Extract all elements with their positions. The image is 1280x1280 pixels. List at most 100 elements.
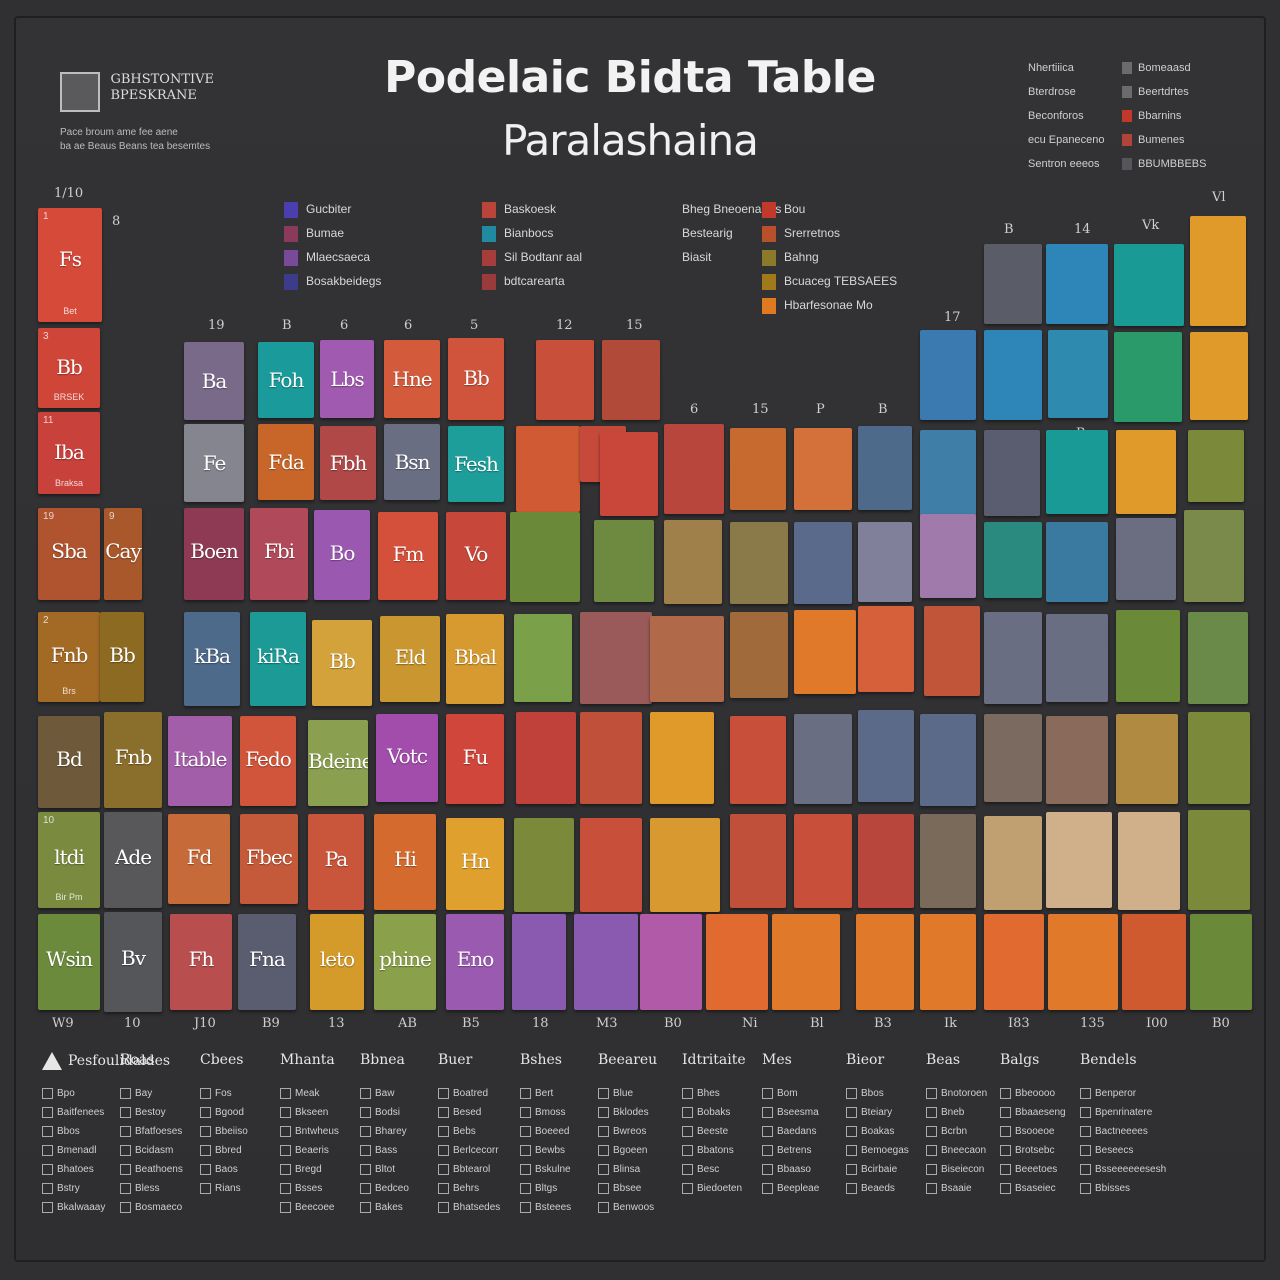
legend-column-heading-text: Buer bbox=[438, 1052, 473, 1068]
legend-row: Bcrbn bbox=[926, 1124, 1006, 1143]
element-symbol: kiRa bbox=[257, 643, 300, 668]
legend-swatch bbox=[762, 297, 776, 314]
legend-row: Bteiary bbox=[846, 1105, 926, 1124]
axis-label: Ik bbox=[944, 1016, 958, 1031]
legend-row-label: Bnotoroen bbox=[941, 1088, 988, 1099]
legend-item: ecu Epaneceno bbox=[1028, 134, 1105, 146]
legend-row: Beaeris bbox=[280, 1143, 360, 1162]
element-name: Bir Pm bbox=[55, 892, 83, 902]
logo-caption-line: ba ae Beaus Beans tea besemtes bbox=[60, 141, 211, 152]
element-tile: Foh bbox=[258, 342, 314, 418]
element-tile: Bb bbox=[100, 612, 144, 702]
legend-row-label: Baitfenees bbox=[57, 1107, 105, 1118]
legend-column-heading-text: Cbees bbox=[200, 1052, 244, 1068]
element-tile bbox=[512, 914, 566, 1010]
legend-item: Bomeaasd bbox=[1122, 60, 1206, 84]
legend-row-label: Berlcecorr bbox=[453, 1145, 499, 1156]
legend-row-label: Bneb bbox=[941, 1107, 965, 1118]
legend-row-label: Boeeed bbox=[535, 1126, 570, 1137]
checkbox-icon bbox=[682, 1125, 693, 1137]
axis-label: AB bbox=[398, 1016, 417, 1031]
legend-item: Bosakbeidegs bbox=[284, 272, 381, 296]
legend-row: Bbeiiso bbox=[200, 1124, 280, 1143]
legend-row-label: Bklodes bbox=[613, 1107, 649, 1118]
legend-row: Meak bbox=[280, 1086, 360, 1105]
legend-item-label: Bomeaasd bbox=[1138, 62, 1191, 74]
element-number: 2 bbox=[43, 615, 49, 626]
legend-item: Bterdrose bbox=[1028, 86, 1076, 98]
legend-swatch bbox=[284, 225, 298, 242]
legend-row: Boatred bbox=[438, 1086, 518, 1105]
legend-swatch bbox=[762, 273, 776, 290]
checkbox-icon bbox=[438, 1125, 449, 1137]
element-tile bbox=[580, 712, 642, 804]
legend-row-label: Bteiary bbox=[861, 1107, 893, 1118]
legend-row-label: Beeste bbox=[697, 1126, 729, 1137]
element-number: 3 bbox=[43, 331, 49, 342]
legend-row: Bgood bbox=[200, 1105, 280, 1124]
element-tile bbox=[794, 714, 852, 804]
legend-row-label: Bskulne bbox=[535, 1164, 571, 1175]
element-tile: 10 ltdi Bir Pm bbox=[38, 812, 100, 908]
element-tile: Fbec bbox=[240, 814, 298, 904]
legend-item: Bahng bbox=[762, 248, 897, 272]
legend-row: Bbaaso bbox=[762, 1162, 842, 1181]
legend-row-label: Bobaks bbox=[697, 1107, 731, 1118]
element-tile bbox=[924, 606, 980, 696]
checkbox-icon bbox=[682, 1106, 693, 1118]
axis-label: I00 bbox=[1146, 1016, 1168, 1031]
legend-row: Blinsa bbox=[598, 1162, 678, 1181]
checkbox-icon bbox=[1000, 1125, 1011, 1137]
legend-row: Bbos bbox=[42, 1124, 122, 1143]
legend-row: Bebs bbox=[438, 1124, 518, 1143]
legend-row: Bneb bbox=[926, 1105, 1006, 1124]
legend-row: Bsseeeeeesesh bbox=[1080, 1162, 1166, 1181]
legend-item: Bumenes bbox=[1122, 132, 1206, 156]
element-tile: Fu bbox=[446, 714, 504, 804]
legend-column-heading: Beas bbox=[926, 1052, 1006, 1086]
legend-item: Biasit bbox=[682, 248, 781, 272]
axis-label: Ni bbox=[742, 1016, 758, 1031]
element-tile: 3 Bb BRSEK bbox=[38, 328, 100, 408]
element-tile: Bdeine bbox=[308, 720, 368, 806]
legend-row-label: Bpo bbox=[57, 1088, 75, 1099]
legend-row: Bltgs bbox=[520, 1181, 600, 1200]
legend-row-label: Blue bbox=[613, 1088, 634, 1099]
checkbox-icon bbox=[926, 1144, 937, 1156]
legend-row: Bkalwaaay bbox=[42, 1200, 122, 1219]
checkbox-icon bbox=[280, 1106, 291, 1118]
axis-label: 10 bbox=[124, 1016, 141, 1031]
element-tile: Itable bbox=[168, 716, 232, 806]
legend-row: Bseesma bbox=[762, 1105, 842, 1124]
legend-swatch bbox=[762, 201, 776, 218]
element-tile: Fesh bbox=[448, 426, 504, 502]
element-symbol: ltdi bbox=[54, 844, 85, 869]
legend-row: Bodsi bbox=[360, 1105, 440, 1124]
legend-column: Bshes Bert Bmoss Boeeed Bewbs Bskulne Bltgs Bst… bbox=[520, 1052, 600, 1219]
element-tile: Wsin bbox=[38, 914, 100, 1010]
element-tile: Bsn bbox=[384, 424, 440, 500]
element-tile bbox=[1114, 244, 1184, 326]
legend-row-label: Beaeris bbox=[295, 1145, 329, 1156]
checkbox-icon bbox=[1080, 1182, 1091, 1194]
legend-row-label: Bhatsedes bbox=[453, 1202, 501, 1213]
legend-row: Bltot bbox=[360, 1162, 440, 1181]
legend-row-label: Bbaaeseng bbox=[1015, 1107, 1066, 1118]
legend-column-heading: Mes bbox=[762, 1052, 842, 1086]
element-tile: Boen bbox=[184, 508, 244, 600]
legend-row-label: Bmoss bbox=[535, 1107, 566, 1118]
legend-row-label: Benwoos bbox=[613, 1202, 655, 1213]
checkbox-icon bbox=[280, 1125, 291, 1137]
element-tile bbox=[516, 426, 580, 512]
element-tile: Hi bbox=[374, 814, 436, 910]
legend-column-heading: Beeareu bbox=[598, 1052, 678, 1086]
checkbox-icon bbox=[926, 1087, 937, 1099]
legend-row: Baos bbox=[200, 1162, 280, 1181]
legend-row: Biseiecon bbox=[926, 1162, 1006, 1181]
element-tile bbox=[594, 520, 654, 602]
element-tile bbox=[730, 522, 788, 604]
element-tile: Vo bbox=[446, 512, 506, 600]
checkbox-icon bbox=[42, 1125, 53, 1137]
legend-item-label: Srerretnos bbox=[784, 226, 841, 240]
element-number: 1 bbox=[43, 211, 49, 222]
